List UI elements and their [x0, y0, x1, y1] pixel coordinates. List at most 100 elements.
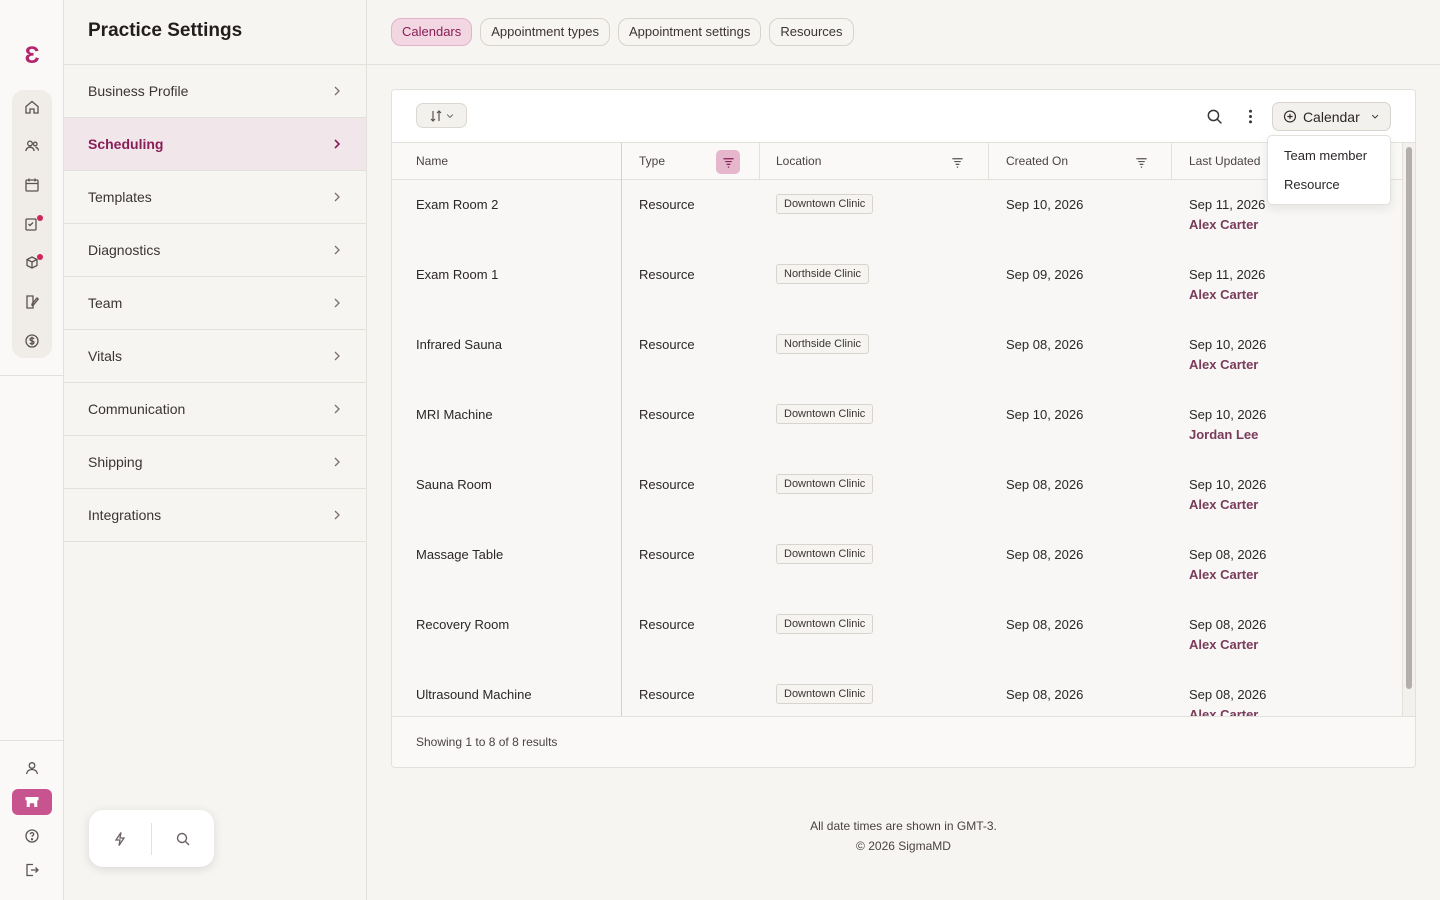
- location-badge: Downtown Clinic: [776, 404, 874, 424]
- cell-last-updated: Sep 08, 2026 Alex Carter: [1189, 687, 1266, 716]
- dropdown-option-team-member[interactable]: Team member: [1284, 148, 1368, 163]
- logout-icon[interactable]: [12, 856, 52, 884]
- cell-last-updated: Sep 08, 2026 Alex Carter: [1189, 617, 1266, 652]
- main-content: Calendars Appointment types Appointment …: [367, 0, 1440, 900]
- chevron-right-icon: [334, 457, 340, 467]
- sort-button[interactable]: [416, 103, 467, 128]
- scheduling-tabs: Calendars Appointment types Appointment …: [391, 18, 854, 46]
- tasks-icon[interactable]: [12, 210, 52, 238]
- updated-date: Sep 11, 2026: [1189, 197, 1266, 212]
- practice-settings-icon[interactable]: [12, 789, 52, 815]
- cell-last-updated: Sep 08, 2026 Alex Carter: [1189, 547, 1266, 582]
- settings-item-communication[interactable]: Communication: [64, 383, 366, 436]
- help-icon[interactable]: [12, 822, 52, 850]
- billing-icon[interactable]: [12, 327, 52, 355]
- quick-action-button[interactable]: [89, 810, 151, 867]
- profile-icon[interactable]: [12, 754, 52, 782]
- cell-name: Recovery Room: [416, 617, 510, 632]
- table-row[interactable]: Exam Room 2 Resource Downtown Clinic Sep…: [392, 180, 1402, 250]
- table-row[interactable]: MRI Machine Resource Downtown Clinic Sep…: [392, 390, 1402, 460]
- tab-appointment-settings[interactable]: Appointment settings: [617, 18, 762, 46]
- forms-icon[interactable]: [12, 288, 52, 316]
- settings-item-team[interactable]: Team: [64, 277, 366, 330]
- location-filter-button[interactable]: [945, 150, 969, 174]
- table-header: Name Type Location Created On Last Updat…: [392, 143, 1402, 180]
- cell-created-on: Sep 08, 2026: [1006, 477, 1084, 492]
- products-icon[interactable]: [12, 249, 52, 277]
- divider: [64, 64, 366, 65]
- global-search-button[interactable]: [152, 810, 214, 867]
- cell-type: Resource: [639, 687, 695, 702]
- notification-dot: [37, 215, 43, 221]
- table-toolbar: Calendar: [392, 90, 1415, 143]
- table-row[interactable]: Ultrasound Machine Resource Downtown Cli…: [392, 670, 1402, 716]
- cell-name: Exam Room 1: [416, 267, 499, 282]
- column-header-name[interactable]: Name: [416, 154, 449, 168]
- brand-logo[interactable]: Ɛ: [24, 42, 40, 69]
- table-row[interactable]: Recovery Room Resource Downtown Clinic S…: [392, 600, 1402, 670]
- table-body: Exam Room 2 Resource Downtown Clinic Sep…: [392, 180, 1402, 716]
- settings-item-diagnostics[interactable]: Diagnostics: [64, 224, 366, 277]
- rail-divider: [0, 740, 64, 741]
- location-badge: Downtown Clinic: [776, 614, 874, 634]
- column-header-created-on[interactable]: Created On: [1006, 154, 1069, 168]
- settings-item-integrations[interactable]: Integrations: [64, 489, 366, 542]
- settings-item-shipping[interactable]: Shipping: [64, 436, 366, 489]
- chevron-right-icon: [334, 245, 340, 255]
- column-header-location[interactable]: Location: [776, 154, 822, 168]
- table-row[interactable]: Infrared Sauna Resource Northside Clinic…: [392, 320, 1402, 390]
- filter-icon: [722, 157, 734, 168]
- calendar-icon[interactable]: [12, 171, 52, 199]
- settings-item-vitals[interactable]: Vitals: [64, 330, 366, 383]
- search-icon: [1207, 109, 1222, 124]
- tab-appointment-types[interactable]: Appointment types: [480, 18, 610, 46]
- chevron-right-icon: [334, 298, 340, 308]
- chevron-right-icon: [334, 192, 340, 202]
- column-divider: [1171, 143, 1172, 180]
- cell-type: Resource: [639, 617, 695, 632]
- add-calendar-button[interactable]: Calendar: [1272, 102, 1391, 131]
- table-scrollbar[interactable]: [1402, 143, 1415, 717]
- location-badge: Downtown Clinic: [776, 194, 874, 214]
- table-row[interactable]: Exam Room 1 Resource Northside Clinic Se…: [392, 250, 1402, 320]
- home-icon[interactable]: [12, 93, 52, 121]
- type-filter-button[interactable]: [716, 150, 740, 174]
- plus-circle-icon: [1283, 110, 1297, 123]
- location-badge: Downtown Clinic: [776, 684, 874, 704]
- cell-last-updated: Sep 11, 2026 Alex Carter: [1189, 267, 1265, 302]
- page-footer: All date times are shown in GMT-3. © 202…: [367, 816, 1440, 856]
- column-header-last-updated[interactable]: Last Updated: [1189, 154, 1261, 168]
- cell-name: Sauna Room: [416, 477, 492, 492]
- created-on-filter-button[interactable]: [1129, 150, 1153, 174]
- settings-item-templates[interactable]: Templates: [64, 171, 366, 224]
- tab-calendars[interactable]: Calendars: [391, 18, 473, 46]
- location-badge: Northside Clinic: [776, 264, 870, 284]
- settings-item-scheduling[interactable]: Scheduling: [64, 118, 366, 171]
- column-header-type[interactable]: Type: [639, 154, 666, 168]
- settings-item-business-profile[interactable]: Business Profile: [64, 65, 366, 118]
- table-row[interactable]: Sauna Room Resource Downtown Clinic Sep …: [392, 460, 1402, 530]
- column-divider: [759, 143, 760, 180]
- more-options-button[interactable]: [1240, 104, 1260, 128]
- cell-created-on: Sep 09, 2026: [1006, 267, 1084, 282]
- table-search-button[interactable]: [1204, 104, 1224, 128]
- dropdown-option-resource[interactable]: Resource: [1284, 177, 1340, 192]
- settings-panel: Practice Settings Business Profile Sched…: [64, 0, 367, 900]
- cell-created-on: Sep 10, 2026: [1006, 197, 1084, 212]
- add-calendar-label: Calendar: [1302, 108, 1360, 125]
- patients-icon[interactable]: [12, 132, 52, 160]
- copyright: © 2026 SigmaMD: [856, 839, 951, 853]
- cell-type: Resource: [639, 547, 695, 562]
- table-row[interactable]: Massage Table Resource Downtown Clinic S…: [392, 530, 1402, 600]
- updated-date: Sep 08, 2026: [1189, 687, 1267, 702]
- updated-date: Sep 08, 2026: [1189, 547, 1267, 562]
- tab-resources[interactable]: Resources: [769, 18, 854, 46]
- rail-divider: [0, 375, 64, 376]
- settings-item-label: Integrations: [88, 507, 162, 523]
- settings-item-label: Shipping: [88, 454, 143, 470]
- calendars-table-card: Calendar Name Type Location Created On L…: [391, 89, 1416, 768]
- chevron-right-icon: [334, 139, 341, 149]
- scrollbar-thumb[interactable]: [1406, 147, 1412, 689]
- search-icon: [176, 832, 190, 845]
- updated-date: Sep 10, 2026: [1189, 477, 1267, 492]
